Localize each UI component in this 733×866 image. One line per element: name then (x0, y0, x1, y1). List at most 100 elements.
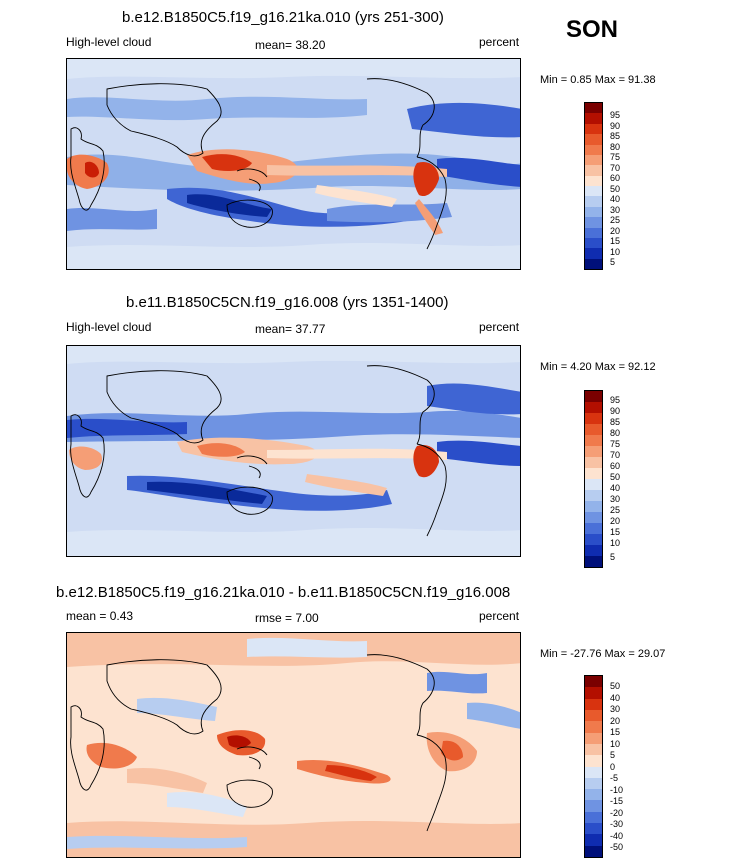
cb2-label: 85 (610, 417, 621, 427)
cb1-label: 20 (610, 225, 621, 236)
cb2-label: 20 (610, 516, 621, 526)
cb1-label: 30 (610, 204, 621, 215)
colorbar-swatch (585, 490, 602, 501)
colorbar-swatch (585, 534, 602, 545)
panel-1-variable-label: High-level cloud (66, 35, 152, 49)
cb2-label: 70 (610, 450, 621, 460)
panel-1-minmax: Min = 0.85 Max = 91.38 (540, 74, 656, 86)
cb1-label: 60 (610, 173, 621, 183)
colorbar-swatch (585, 196, 602, 207)
cb2-label: 80 (610, 428, 621, 438)
colorbar-swatch (585, 457, 602, 468)
cb2-label: 90 (610, 406, 621, 416)
panel-3-rmse-label: rmse = 7.00 (255, 611, 319, 625)
season-label: SON (566, 16, 619, 43)
colorbar-swatch (585, 227, 602, 238)
cb2-label: 75 (610, 439, 621, 449)
colorbar-swatch (585, 186, 602, 197)
cb1-label: 80 (610, 141, 621, 152)
colorbar-swatch (585, 800, 602, 812)
cb3-label: -10 (610, 784, 624, 795)
colorbar-swatch (585, 479, 602, 490)
colorbar-swatch (585, 523, 602, 534)
colorbar-swatch (585, 206, 602, 218)
colorbar-swatch (585, 123, 602, 135)
panel-1-units-label: percent (479, 35, 520, 49)
panel-3-map (66, 632, 521, 858)
cb1-label: 85 (610, 131, 621, 141)
colorbar-swatch (585, 501, 602, 512)
colorbar-swatch (585, 687, 602, 699)
colorbar-swatch (585, 113, 602, 124)
colorbar-swatch (585, 165, 602, 176)
colorbar-swatch (585, 834, 602, 846)
cb3-label: 10 (610, 738, 621, 749)
cb1-label: 75 (610, 152, 621, 162)
panel-1-colorbar (584, 102, 603, 270)
cb3-label: 30 (610, 704, 621, 714)
cb3-label: -30 (610, 819, 624, 829)
colorbar-swatch (585, 446, 602, 457)
cb1-label: 40 (610, 194, 621, 204)
colorbar-swatch (585, 154, 602, 166)
colorbar-swatch (585, 845, 602, 857)
colorbar-swatch (585, 391, 602, 402)
cb3-label: 40 (610, 692, 621, 703)
colorbar-swatch (585, 175, 602, 186)
cb2-label: 10 (610, 538, 621, 548)
cb1-label: 95 (610, 110, 621, 120)
cb3-label: 20 (610, 715, 621, 726)
cb2-label: 25 (610, 505, 621, 515)
cb1-label: 5 (610, 257, 616, 267)
panel-2-minmax: Min = 4.20 Max = 92.12 (540, 361, 656, 373)
colorbar-swatch (585, 777, 602, 790)
cb2-label: 15 (610, 527, 621, 537)
colorbar-swatch (585, 424, 602, 435)
colorbar-swatch (585, 755, 602, 767)
cb3-label: 15 (610, 727, 621, 737)
cb3-label: -50 (610, 842, 624, 852)
panel-2-title: b.e11.B1850C5CN.f19_g16.008 (yrs 1351-14… (126, 294, 449, 311)
colorbar-swatch (585, 144, 602, 155)
cb1-label: 70 (610, 162, 621, 173)
colorbar-swatch (585, 789, 602, 801)
colorbar-swatch (585, 698, 602, 710)
cb2-label: 50 (610, 472, 621, 482)
colorbar-swatch (585, 248, 602, 259)
cb2-label: 60 (610, 461, 621, 471)
colorbar-swatch (585, 545, 602, 556)
cb2-label: 5 (610, 552, 616, 562)
panel-3-minmax: Min = -27.76 Max = 29.07 (540, 648, 666, 660)
panel-2-map (66, 345, 521, 557)
colorbar-swatch (585, 258, 602, 269)
cb1-label: 15 (610, 236, 621, 246)
panel-2-variable-label: High-level cloud (66, 320, 152, 334)
colorbar-swatch (585, 556, 602, 567)
colorbar-swatch (585, 743, 602, 756)
cb3-label: 5 (610, 750, 616, 760)
colorbar-swatch (585, 721, 602, 733)
colorbar-swatch (585, 709, 602, 722)
panel-3-colorbar (584, 675, 603, 858)
panel-1-title: b.e12.B1850C5.f19_g16.21ka.010 (yrs 251-… (122, 9, 444, 26)
colorbar-swatch (585, 103, 602, 114)
colorbar-swatch (585, 413, 602, 424)
colorbar-swatch (585, 811, 602, 824)
colorbar-swatch (585, 512, 602, 523)
cb2-label: 40 (610, 483, 621, 493)
cb1-label: 25 (610, 215, 621, 225)
cb1-label: 50 (610, 183, 621, 194)
panel-2-mean-label: mean= 37.77 (255, 322, 326, 336)
colorbar-swatch (585, 435, 602, 446)
cb1-label: 10 (610, 246, 621, 257)
panel-3-units-label: percent (479, 609, 520, 623)
colorbar-swatch (585, 217, 602, 228)
colorbar-swatch (585, 468, 602, 479)
cb3-label: 0 (610, 761, 616, 772)
cb3-label: -5 (610, 773, 619, 783)
cb3-label: 50 (610, 681, 621, 691)
cb1-label: 90 (610, 120, 621, 131)
panel-2-units-label: percent (479, 320, 520, 334)
colorbar-swatch (585, 766, 602, 778)
panel-2-colorbar (584, 390, 603, 568)
